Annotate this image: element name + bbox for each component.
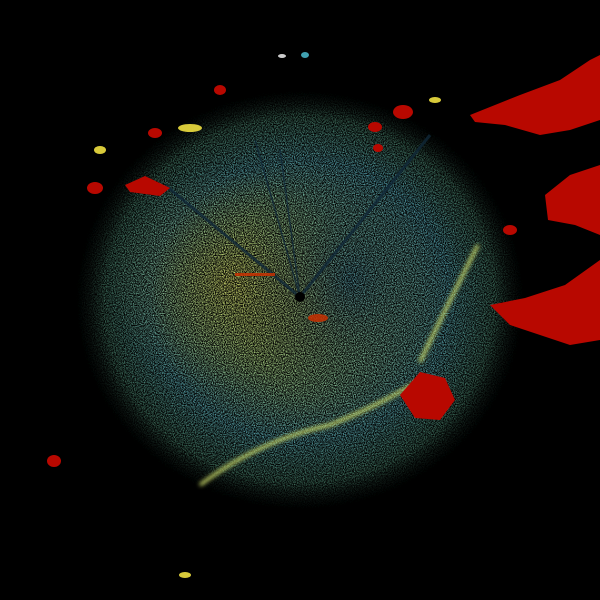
fine-line <box>199 378 421 487</box>
beam-shadow <box>279 149 301 298</box>
radar-site <box>295 292 305 302</box>
fine-lines <box>199 244 480 487</box>
fine-line <box>418 244 480 363</box>
storm-edges <box>94 97 441 578</box>
storm-cells <box>47 55 600 467</box>
storm-cell <box>400 372 455 420</box>
storm-cell <box>214 85 226 95</box>
storm-cell <box>87 182 103 194</box>
storm-cell <box>368 122 382 132</box>
storm-edge <box>429 97 441 103</box>
storm-edge <box>179 572 191 578</box>
storm-cell <box>125 176 170 196</box>
storm-cell <box>373 144 383 152</box>
speck <box>301 52 309 58</box>
beam-shadows <box>164 134 432 299</box>
beam-shadow <box>164 183 301 299</box>
storm-cell <box>148 128 162 138</box>
center-echoes <box>235 273 328 322</box>
storm-edge <box>94 146 106 154</box>
beam-shadow <box>298 134 432 298</box>
storm-cell <box>490 260 600 345</box>
center-echo <box>235 273 275 276</box>
echo-weak <box>240 150 460 410</box>
speck <box>278 54 286 58</box>
beam-shadow <box>254 139 301 298</box>
storm-cell <box>470 55 600 135</box>
storm-cell <box>47 455 61 467</box>
storm-edge <box>178 124 202 132</box>
storm-cell <box>503 225 517 235</box>
center-echo <box>308 314 328 322</box>
storm-cell <box>393 105 413 119</box>
storm-cell <box>545 165 600 235</box>
